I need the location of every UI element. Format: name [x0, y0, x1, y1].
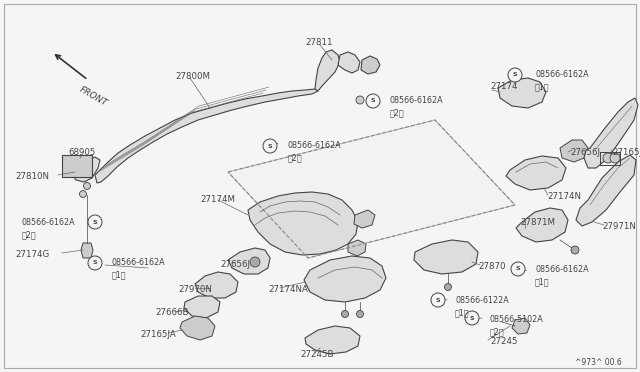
Text: （1）: （1） — [535, 82, 550, 91]
Text: （1）: （1） — [535, 277, 550, 286]
Text: 27811: 27811 — [305, 38, 333, 47]
Polygon shape — [354, 210, 375, 228]
Circle shape — [603, 153, 613, 163]
Circle shape — [571, 246, 579, 254]
Circle shape — [88, 215, 102, 229]
Circle shape — [465, 311, 479, 325]
Circle shape — [610, 153, 620, 163]
Text: 08566-6162A: 08566-6162A — [288, 141, 342, 150]
Polygon shape — [576, 155, 636, 226]
Text: FRONT: FRONT — [78, 85, 109, 108]
Text: S: S — [513, 73, 517, 77]
Text: 27810N: 27810N — [15, 172, 49, 181]
Circle shape — [508, 68, 522, 82]
Text: S: S — [93, 219, 97, 224]
Text: （2）: （2） — [22, 230, 36, 239]
Text: 27800M: 27800M — [175, 72, 210, 81]
Circle shape — [263, 139, 277, 153]
Text: 27245B: 27245B — [300, 350, 333, 359]
Polygon shape — [498, 78, 546, 108]
Text: ^973^ 00.6: ^973^ 00.6 — [575, 358, 621, 367]
Circle shape — [431, 293, 445, 307]
Bar — [62, 155, 92, 177]
Polygon shape — [81, 243, 93, 258]
Text: 27165J: 27165J — [612, 148, 640, 157]
Polygon shape — [338, 52, 360, 73]
Circle shape — [445, 283, 451, 291]
Text: 〨2）: 〨2） — [390, 108, 404, 117]
Polygon shape — [304, 256, 386, 302]
Text: 27666B: 27666B — [155, 308, 189, 317]
Text: 27174: 27174 — [490, 82, 518, 91]
Text: S: S — [268, 144, 272, 148]
Text: （2）: （2） — [288, 153, 303, 162]
Circle shape — [511, 262, 525, 276]
Circle shape — [250, 257, 260, 267]
Text: 27870: 27870 — [478, 262, 506, 271]
Text: 27971N: 27971N — [602, 222, 636, 231]
Polygon shape — [180, 316, 215, 340]
Text: 27165JA: 27165JA — [140, 330, 176, 339]
Polygon shape — [361, 56, 380, 74]
Circle shape — [83, 183, 90, 189]
Polygon shape — [228, 248, 270, 274]
Circle shape — [342, 311, 349, 317]
Text: 27970N: 27970N — [178, 285, 212, 294]
Text: 68905: 68905 — [68, 148, 95, 157]
Text: 08566-6162A: 08566-6162A — [22, 218, 76, 227]
Polygon shape — [95, 89, 318, 183]
Text: 27174G: 27174G — [15, 250, 49, 259]
Text: 08566-5102A: 08566-5102A — [490, 315, 544, 324]
Polygon shape — [184, 296, 220, 318]
Circle shape — [356, 96, 364, 104]
Polygon shape — [516, 208, 568, 242]
Circle shape — [356, 311, 364, 317]
Text: 27245: 27245 — [490, 337, 518, 346]
Circle shape — [88, 256, 102, 270]
Polygon shape — [315, 50, 340, 91]
Polygon shape — [228, 120, 515, 258]
Polygon shape — [348, 240, 366, 256]
Text: 27174M: 27174M — [200, 195, 235, 204]
Polygon shape — [248, 192, 358, 255]
Circle shape — [79, 190, 86, 198]
Text: 27174N: 27174N — [547, 192, 581, 201]
Circle shape — [368, 95, 376, 103]
Text: （1）: （1） — [112, 270, 127, 279]
Text: S: S — [371, 99, 375, 103]
Text: S: S — [470, 315, 474, 321]
Text: 27174NA: 27174NA — [268, 285, 308, 294]
Polygon shape — [584, 98, 638, 168]
Text: 27656J: 27656J — [220, 260, 250, 269]
Text: S: S — [436, 298, 440, 302]
Polygon shape — [195, 272, 238, 298]
Text: 08566-6162A: 08566-6162A — [390, 96, 444, 105]
Text: S: S — [516, 266, 520, 272]
Text: （2）: （2） — [490, 327, 504, 336]
Text: S: S — [93, 260, 97, 266]
Text: 27656J: 27656J — [570, 148, 600, 157]
Text: 08566-6122A: 08566-6122A — [455, 296, 509, 305]
Circle shape — [366, 94, 380, 108]
Text: 08566-6162A: 08566-6162A — [535, 265, 589, 274]
Polygon shape — [414, 240, 478, 274]
Polygon shape — [305, 326, 360, 354]
Polygon shape — [512, 318, 530, 334]
Polygon shape — [72, 157, 100, 182]
Text: 08566-6162A: 08566-6162A — [112, 258, 166, 267]
Text: （1）: （1） — [455, 308, 470, 317]
Text: 27871M: 27871M — [520, 218, 555, 227]
Polygon shape — [506, 156, 566, 190]
Polygon shape — [560, 140, 588, 162]
Text: 08566-6162A: 08566-6162A — [535, 70, 589, 79]
